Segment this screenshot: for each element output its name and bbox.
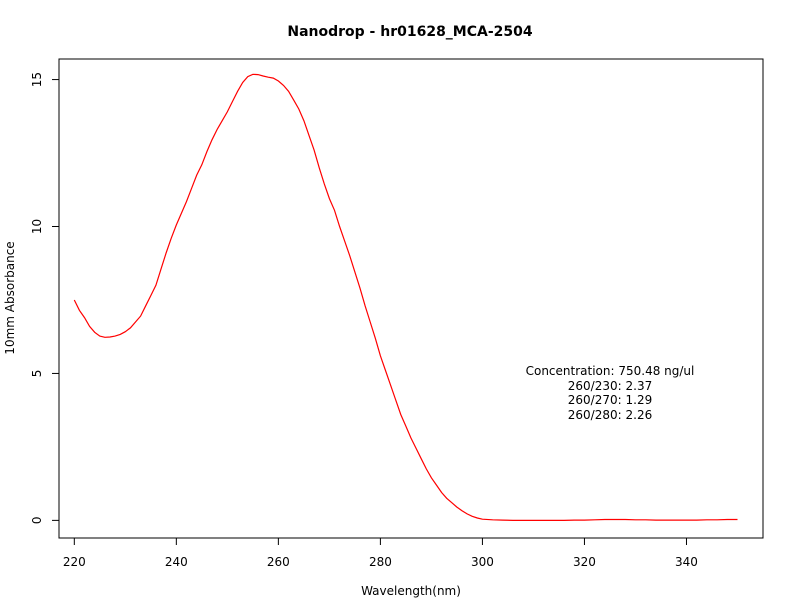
x-tick-label: 280 — [369, 555, 392, 569]
x-tick-label: 260 — [267, 555, 290, 569]
x-tick-label: 240 — [165, 555, 188, 569]
x-tick-label: 320 — [573, 555, 596, 569]
y-axis: 0 5 10 15 — [30, 72, 59, 524]
y-tick-label: 0 — [30, 517, 44, 525]
y-axis-label: 10mm Absorbance — [3, 241, 17, 354]
x-axis-label: Wavelength(nm) — [361, 584, 461, 598]
x-tick-label: 340 — [675, 555, 698, 569]
ratio-260-230-text: 260/230: 2.37 — [568, 379, 652, 393]
chart-title: Nanodrop - hr01628_MCA-2504 — [287, 24, 533, 40]
x-tick-label: 220 — [63, 555, 86, 569]
x-axis: 220 240 260 280 300 320 340 — [63, 538, 698, 569]
absorbance-series-line — [73, 73, 738, 521]
y-tick-label: 10 — [30, 219, 44, 234]
ratio-260-270-text: 260/270: 1.29 — [568, 393, 652, 407]
plot-frame — [58, 58, 764, 539]
x-tick-label: 300 — [471, 555, 494, 569]
y-tick-label: 15 — [30, 72, 44, 87]
concentration-text: Concentration: 750.48 ng/ul — [526, 364, 695, 378]
ratio-260-280-text: 260/280: 2.26 — [568, 408, 652, 422]
concentration-annotation: Concentration: 750.48 ng/ul 260/230: 2.3… — [526, 364, 695, 422]
y-tick-label: 5 — [30, 370, 44, 378]
